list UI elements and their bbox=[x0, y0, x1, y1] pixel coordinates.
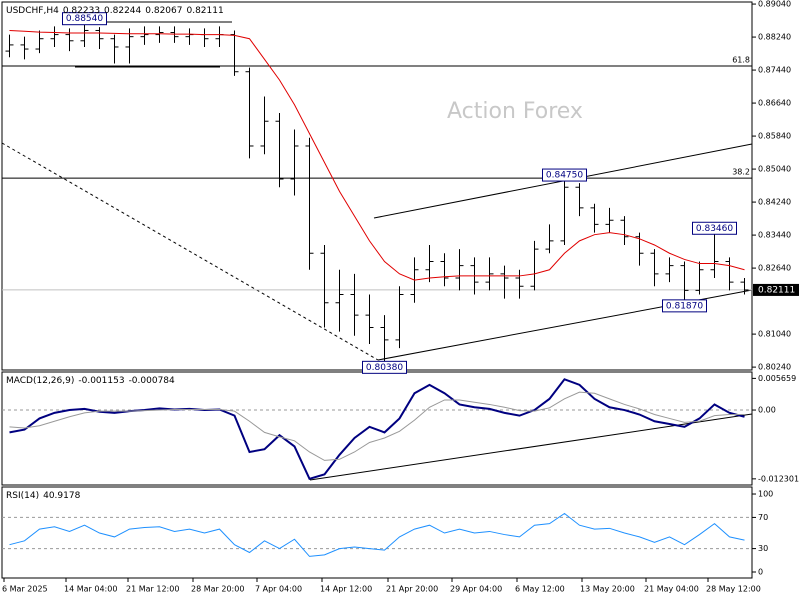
y-tick-label: 0.84240 bbox=[758, 198, 791, 207]
header-value: 0.82067 bbox=[145, 6, 182, 16]
y-tick-label: 0.88240 bbox=[758, 33, 791, 42]
panel-title: USDCHF,H4 0.82233 0.82244 0.82067 0.82111 bbox=[6, 6, 224, 16]
rsi-panel bbox=[1, 486, 753, 579]
x-tick-label: 14 Mar 04:00 bbox=[64, 585, 117, 594]
annotation-label: 0.88540 bbox=[66, 14, 103, 24]
panel-title: RSI(14) 40.9178 bbox=[6, 491, 81, 501]
x-tick-label: 13 May 20:00 bbox=[580, 585, 635, 594]
y-tick-label: 70 bbox=[758, 513, 768, 522]
y-tick-label: 0.80240 bbox=[758, 363, 791, 372]
indicator-line bbox=[9, 391, 745, 461]
y-tick-label: 0.81040 bbox=[758, 330, 791, 339]
trend-line bbox=[1, 142, 379, 361]
y-tick-label: 30 bbox=[758, 544, 768, 553]
y-tick-label: -0.012301 bbox=[758, 474, 799, 483]
header-value: -0.000784 bbox=[129, 376, 175, 386]
annotation-box bbox=[62, 12, 107, 26]
x-tick-label: 7 Apr 04:00 bbox=[255, 585, 302, 594]
x-tick-label: 28 Mar 20:00 bbox=[191, 585, 244, 594]
annotation-box bbox=[662, 299, 707, 313]
x-tick-label: 21 Mar 12:00 bbox=[126, 585, 179, 594]
header-value: 40.9178 bbox=[43, 491, 80, 501]
header-value: 0.82233 bbox=[63, 6, 100, 16]
y-tick-label: 0.89040 bbox=[758, 0, 791, 9]
watermark: Action Forex bbox=[447, 99, 583, 124]
y-tick-label: 0.005659 bbox=[758, 374, 796, 383]
level-label: 61.8 bbox=[732, 55, 750, 64]
current-price-box bbox=[753, 283, 799, 296]
y-tick-label: 0.85040 bbox=[758, 165, 791, 174]
y-tick-label: 0.82640 bbox=[758, 264, 791, 273]
panel-title: MACD(12,26,9) -0.001153 -0.000784 bbox=[6, 376, 175, 386]
y-tick-label: 0.86640 bbox=[758, 99, 791, 108]
indicator-line bbox=[9, 512, 745, 557]
x-tick-label: 29 Apr 04:00 bbox=[450, 585, 502, 594]
x-tick-label: 28 May 12:00 bbox=[706, 585, 761, 594]
x-tick-label: 21 May 04:00 bbox=[644, 585, 699, 594]
level-label: 38.2 bbox=[732, 168, 750, 177]
annotation-label: 0.81870 bbox=[666, 301, 703, 311]
annotation-box bbox=[542, 168, 587, 182]
annotation-box bbox=[362, 360, 407, 374]
annotation-label: 0.83460 bbox=[696, 224, 733, 234]
x-tick-label: 6 May 12:00 bbox=[515, 585, 565, 594]
header-value: 0.82244 bbox=[104, 6, 141, 16]
x-tick-label: 14 Apr 12:00 bbox=[320, 585, 372, 594]
y-tick-label: 0.85840 bbox=[758, 132, 791, 141]
y-tick-label: 0.87440 bbox=[758, 66, 791, 75]
annotation-label: 0.80380 bbox=[366, 363, 403, 373]
moving-average bbox=[9, 29, 745, 281]
y-tick-label: 100 bbox=[758, 490, 773, 499]
panel-title-name: USDCHF,H4 bbox=[6, 6, 59, 16]
x-tick-label: 6 Mar 2025 bbox=[2, 585, 48, 594]
current-price-label: 0.82111 bbox=[758, 285, 795, 295]
annotation-box bbox=[692, 221, 737, 235]
header-value: -0.001153 bbox=[78, 376, 124, 386]
y-tick-label: 0 bbox=[758, 567, 763, 576]
panel-title-name: MACD(12,26,9) bbox=[6, 376, 74, 386]
x-tick-label: 21 Apr 20:00 bbox=[386, 585, 438, 594]
y-tick-label: 0.83440 bbox=[758, 231, 791, 240]
annotation-label: 0.84750 bbox=[546, 171, 583, 181]
panel-title-name: RSI(14) bbox=[6, 491, 39, 501]
header-value: 0.82111 bbox=[186, 6, 223, 16]
y-tick-label: 0.00 bbox=[758, 406, 776, 415]
